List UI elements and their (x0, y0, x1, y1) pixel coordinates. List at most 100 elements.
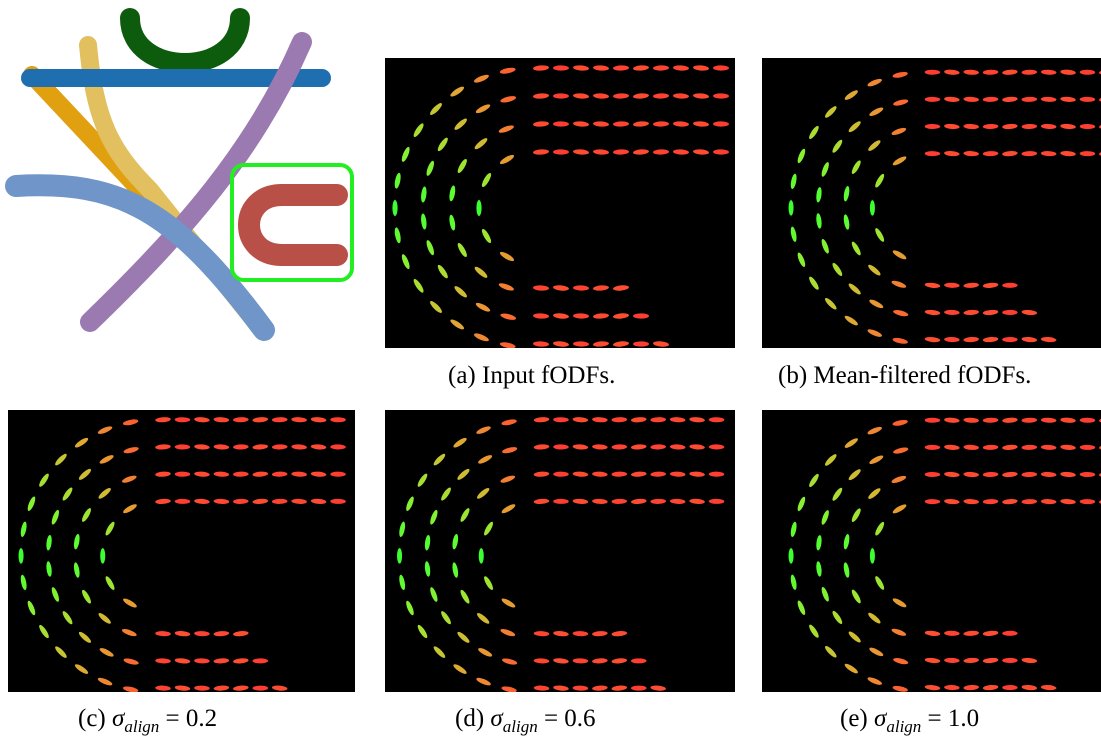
fodf-glyph (482, 521, 494, 537)
fodf-glyph (1041, 417, 1057, 423)
fodf-glyph (1041, 684, 1057, 690)
fodf-glyph (553, 499, 569, 504)
fodf-glyph (174, 658, 190, 665)
fodf-glyph (233, 444, 249, 450)
fodf-glyph (820, 238, 830, 254)
fodf-glyph (631, 417, 647, 423)
fodf-glyph (440, 610, 453, 626)
fodf-glyph (867, 139, 882, 153)
fodf-glyph (820, 586, 830, 602)
fodf-glyph (831, 262, 844, 278)
fodf-glyph (451, 534, 459, 550)
fodf-glyph (436, 264, 449, 280)
fodf-glyph (476, 200, 481, 216)
fodf-glyph (449, 85, 465, 98)
fodf-glyph (99, 454, 115, 466)
fodf-glyph (1080, 445, 1096, 450)
fodf-glyph (963, 96, 979, 102)
fodf-glyph (709, 472, 725, 477)
fodf-glyph (593, 121, 609, 127)
fodf-glyph (155, 685, 171, 691)
fodf-glyph (867, 611, 882, 625)
fodf-glyph (613, 313, 629, 320)
fodf-glyph (867, 676, 883, 687)
fodf-glyph (631, 471, 647, 477)
fodf-glyph (233, 685, 249, 691)
caption-value: = 0.6 (544, 705, 596, 732)
fodf-glyph (174, 630, 190, 637)
fodf-glyph (963, 657, 979, 663)
fodf-glyph (963, 444, 979, 450)
fodf-glyph (155, 444, 171, 450)
fodf-glyph (867, 263, 882, 277)
fodf-glyph (631, 498, 647, 504)
fodf-glyph (824, 296, 839, 311)
fodf-glyph (475, 425, 491, 436)
fodf-glyph (533, 341, 549, 347)
fodf-glyph (573, 658, 589, 664)
fodf-glyph (252, 417, 268, 423)
fodf-glyph (831, 486, 844, 502)
fodf-glyph (330, 417, 346, 422)
fodf-glyph (97, 486, 112, 500)
fodf-glyph (843, 186, 851, 202)
fodf-glyph (925, 97, 941, 102)
fodf-glyph (233, 499, 249, 505)
caption: (c) σalign = 0.2 (78, 705, 217, 737)
fodf-glyph (573, 631, 589, 637)
fodf-glyph (272, 444, 288, 450)
fodf-glyph (709, 417, 725, 422)
fodf-glyph (611, 417, 627, 423)
fodf-glyph (213, 658, 229, 664)
fodf-glyph (613, 121, 629, 127)
fodf-glyph (983, 69, 999, 74)
fodf-glyph (944, 123, 960, 129)
fodf-glyph (38, 624, 51, 640)
fodf-glyph (155, 471, 171, 477)
fodf-glyph (796, 252, 807, 268)
fodf-glyph (693, 93, 709, 99)
fodf-glyph (1002, 685, 1018, 690)
fodf-glyph (533, 285, 549, 291)
fodf-glyph (213, 417, 229, 423)
fodf-glyph (1060, 444, 1076, 450)
fodf-glyph (670, 417, 686, 423)
fodf-glyph (633, 93, 649, 99)
fodf-glyph (925, 472, 941, 477)
fodf-glyph (553, 149, 569, 154)
fodf-glyph (983, 97, 999, 102)
fiber-red (249, 195, 337, 255)
fodf-glyph (925, 70, 941, 75)
fodf-glyph (650, 685, 666, 691)
fodf-glyph (693, 65, 709, 71)
fodf-glyph (1002, 471, 1018, 477)
fodf-glyph (1041, 336, 1057, 342)
fodf-glyph (213, 685, 229, 691)
fodf-glyph (1080, 499, 1096, 504)
fodf-glyph (429, 300, 444, 315)
fodf-glyph (122, 597, 138, 609)
fodf-glyph (553, 685, 569, 692)
fodf-glyph (475, 676, 491, 687)
fodf-glyph (843, 437, 859, 450)
fodf-glyph (1041, 69, 1057, 75)
fodf-glyph (892, 503, 908, 515)
fodf-glyph (451, 562, 459, 578)
fodf-glyph (613, 341, 629, 348)
fodf-glyph (867, 77, 883, 88)
fodf-glyph (593, 65, 609, 71)
fodf-panel (762, 410, 1101, 692)
fodf-glyph (925, 336, 941, 343)
fodf-glyph (790, 226, 798, 242)
caption-label: (b) (778, 362, 807, 389)
fodf-glyph (653, 121, 669, 127)
fodf-glyph (1041, 124, 1057, 130)
caption: (a) Input fODFs. (448, 362, 615, 390)
fodf-glyph (1002, 658, 1018, 663)
fodf-glyph (893, 309, 909, 318)
fodf-glyph (573, 313, 589, 319)
fodf-glyph (868, 454, 884, 466)
fodf-glyph (73, 562, 81, 578)
fodf-glyph (963, 69, 979, 75)
fodf-glyph (456, 158, 469, 174)
